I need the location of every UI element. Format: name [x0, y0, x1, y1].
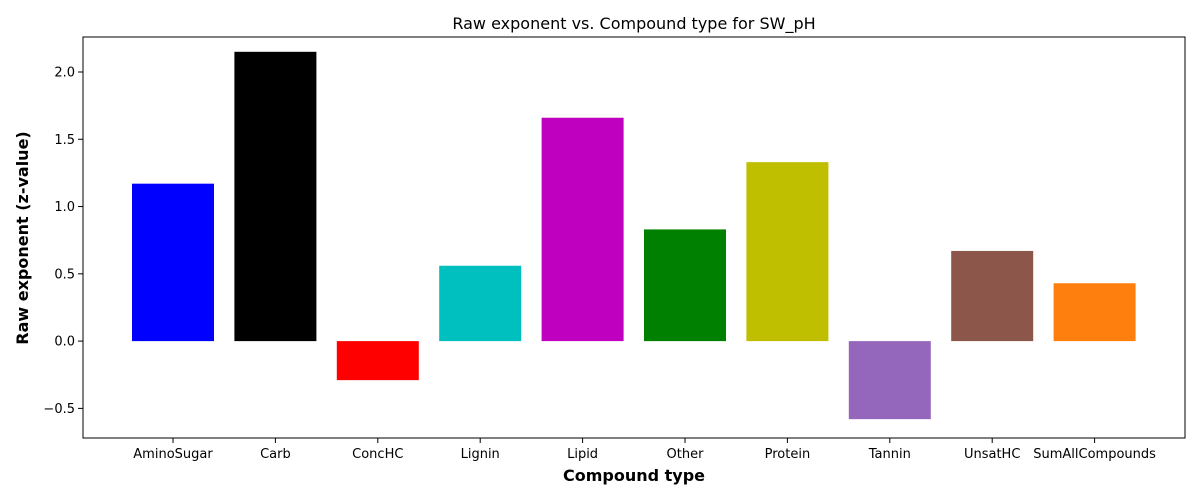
x-tick-label: Carb — [260, 447, 291, 462]
x-tick-label: SumAllCompounds — [1033, 447, 1156, 462]
y-tick-label: −0.5 — [43, 402, 75, 417]
y-tick-label: 0.0 — [54, 335, 75, 350]
x-tick-label: Lignin — [461, 447, 500, 462]
x-tick-label: UnsatHC — [964, 447, 1020, 462]
x-tick-label: Protein — [765, 447, 811, 462]
bar-unsathc — [951, 250, 1034, 342]
y-tick-label: 1.5 — [54, 133, 75, 148]
x-tick-label: Other — [667, 447, 705, 462]
bar-tannin — [848, 341, 931, 420]
bar-lipid — [541, 117, 624, 342]
x-tick-label: AminoSugar — [133, 447, 213, 462]
y-axis-label: Raw exponent (z-value) — [13, 131, 32, 344]
bars-group — [132, 51, 1136, 420]
x-tick-label: ConcHC — [352, 447, 403, 462]
chart-title: Raw exponent vs. Compound type for SW_pH — [452, 14, 815, 34]
x-tick-label: Tannin — [868, 447, 911, 462]
bar-carb — [234, 51, 317, 342]
y-tick-label: 0.5 — [54, 267, 75, 282]
bar-aminosugar — [132, 183, 214, 342]
bar-other — [644, 229, 726, 342]
y-tick-label: 2.0 — [54, 65, 75, 80]
plot-frame — [82, 36, 1186, 439]
y-axis-ticks: −0.5 0.0 0.5 1.0 1.5 2.0 — [43, 65, 83, 417]
bar-sumallcompounds — [1053, 283, 1136, 342]
y-tick-label: 1.0 — [54, 200, 75, 215]
x-axis-label: Compound type — [563, 466, 705, 485]
bar-conchc — [336, 341, 419, 381]
bar-protein — [746, 162, 829, 342]
x-axis-ticks: AminoSugar Carb ConcHC Lignin Lipid Other Prot… — [133, 438, 1156, 462]
x-tick-label: Lipid — [567, 447, 598, 462]
bar-lignin — [439, 265, 522, 342]
